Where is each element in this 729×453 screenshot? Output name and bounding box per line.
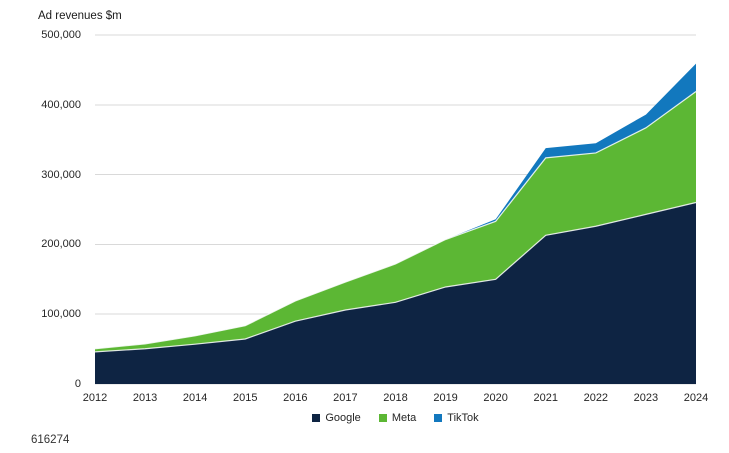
x-tick-label: 2018 <box>383 392 408 404</box>
legend-swatch-icon <box>312 414 321 422</box>
legend-swatch-icon <box>378 414 387 422</box>
area-google <box>95 202 696 384</box>
footer-code: 616274 <box>31 434 70 446</box>
x-tick-label: 2013 <box>132 392 158 404</box>
y-tick-label: 0 <box>74 378 81 390</box>
x-tick-label: 2023 <box>633 392 659 404</box>
x-tick-label: 2020 <box>483 392 508 404</box>
legend-item-tiktok: TikTok <box>434 412 479 424</box>
x-tick-label: 2021 <box>533 392 558 404</box>
legend-item-google: Google <box>312 412 361 424</box>
legend-label: Google <box>325 412 361 424</box>
x-tick-label: 2014 <box>182 392 208 404</box>
x-tick-label: 2012 <box>82 392 108 404</box>
y-tick-label: 400,000 <box>41 98 81 111</box>
legend-label: TikTok <box>447 412 479 424</box>
x-tick-label: 2019 <box>433 392 458 404</box>
x-tick-label: 2016 <box>283 392 308 404</box>
legend-item-meta: Meta <box>378 412 417 424</box>
boundary-meta <box>94 91 697 350</box>
chart-title: Ad revenues $m <box>38 10 122 22</box>
y-tick-label: 100,000 <box>41 308 81 321</box>
x-tick-label: 2024 <box>683 392 709 404</box>
y-tick-label: 200,000 <box>41 238 81 251</box>
y-tick-label: 500,000 <box>41 29 81 41</box>
x-tick-label: 2017 <box>333 392 358 404</box>
x-tick-label: 2015 <box>233 392 258 404</box>
legend-swatch-icon <box>434 414 443 422</box>
x-tick-label: 2022 <box>583 392 609 404</box>
legend-label: Meta <box>391 412 417 424</box>
y-tick-label: 300,000 <box>41 168 81 181</box>
chart-legend: Google Meta TikTok <box>95 412 696 424</box>
boundary-google <box>94 201 697 353</box>
